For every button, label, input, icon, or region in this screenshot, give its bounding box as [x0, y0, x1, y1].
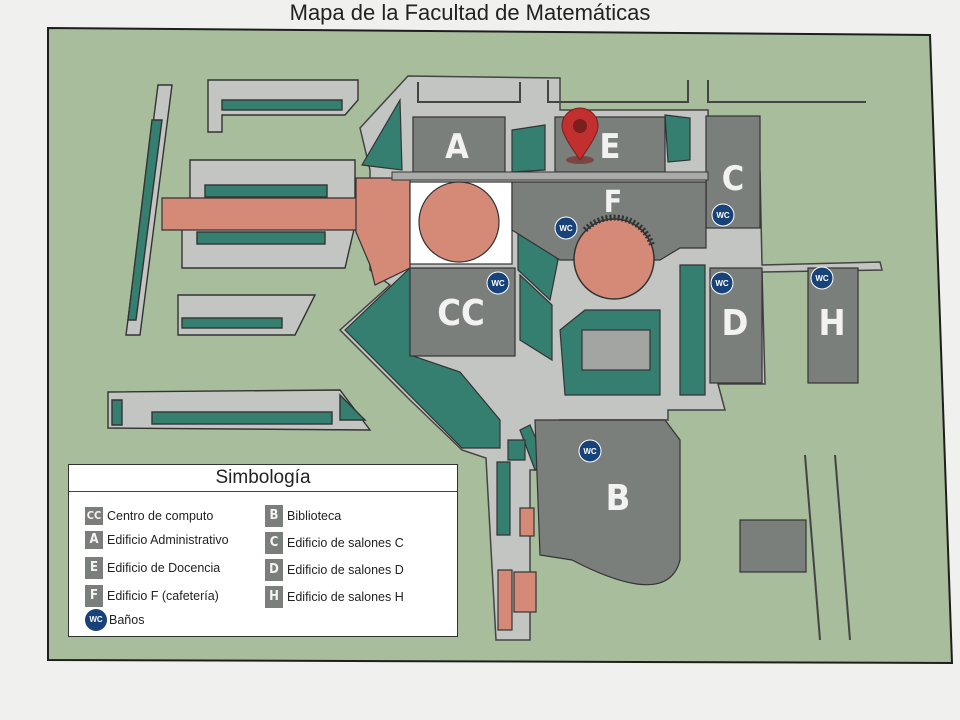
building-e-label: E	[600, 127, 621, 167]
legend-item-b: B Biblioteca	[265, 505, 341, 527]
legend-item-d: D Edificio de salones D	[265, 559, 404, 581]
road-af	[391, 171, 709, 181]
legend-label: Edificio de salones C	[287, 536, 404, 550]
road-top-right	[707, 80, 866, 103]
wc-marker[interactable]: WC	[711, 203, 735, 227]
parking-lots	[107, 79, 372, 431]
svg-text:WC: WC	[491, 279, 505, 288]
building-a	[412, 116, 506, 173]
wc-marker[interactable]: WC	[486, 271, 510, 295]
svg-text:WC: WC	[559, 224, 573, 233]
building-b	[534, 419, 681, 586]
legend-item-e: E Edificio de Docencia	[85, 557, 220, 579]
legend-symbol: E	[85, 557, 103, 579]
legend-item-wc: WC Baños	[85, 609, 144, 631]
legend-label: Edificio Administrativo	[107, 533, 229, 547]
building-h-label: H	[818, 303, 845, 344]
legend-label: Centro de computo	[107, 509, 214, 523]
legend-title: Simbología	[69, 465, 457, 492]
map-title: Mapa de la Facultad de Matemáticas	[289, 0, 651, 25]
wc-markers: WC WC WC WC WC WC	[486, 203, 834, 463]
wc-marker[interactable]: WC	[578, 439, 602, 463]
road-top-left	[417, 82, 521, 103]
legend-label: Baños	[109, 613, 145, 627]
wc-marker[interactable]: WC	[710, 271, 734, 295]
f-rotunda-steps	[582, 214, 655, 247]
building-f-label: F	[604, 185, 622, 220]
legend-symbol: B	[265, 505, 283, 527]
svg-text:WC: WC	[815, 274, 829, 283]
legend-symbol: F	[85, 585, 103, 607]
legend-item-f: F Edificio F (cafetería)	[85, 585, 219, 607]
building-d-label: D	[722, 303, 749, 344]
legend-symbol: D	[265, 559, 283, 581]
legend-label: Edificio F (cafetería)	[107, 589, 219, 603]
legend-symbol: A	[85, 531, 103, 549]
wc-marker[interactable]: WC	[554, 216, 578, 240]
legend-symbol: H	[265, 586, 283, 608]
road-right-edge-2	[834, 454, 851, 641]
building-c-label: C	[722, 159, 744, 199]
buildings	[409, 115, 859, 586]
legend-item-c: C Edificio de salones C	[265, 532, 404, 554]
map-pin-icon[interactable]	[561, 107, 599, 164]
legend-label: Biblioteca	[287, 509, 342, 523]
building-cc-label: CC	[437, 293, 485, 334]
legend-item-h: H Edificio de salones H	[265, 586, 404, 608]
legend-symbol: CC	[85, 507, 103, 525]
svg-text:WC: WC	[583, 447, 597, 456]
road-top-mid	[547, 80, 689, 103]
legend-item-cc: CC Centro de computo	[85, 507, 213, 525]
legend-label: Edificio de salones D	[287, 563, 404, 577]
legend-symbol: C	[265, 532, 283, 554]
legend: Simbología CC Centro de computo A Edific…	[68, 464, 458, 637]
building-a-label: A	[445, 127, 469, 167]
plaza-areas	[161, 177, 537, 631]
svg-text:WC: WC	[716, 211, 730, 220]
legend-label: Edificio de Docencia	[107, 561, 221, 575]
road-right-edge	[804, 454, 821, 641]
wc-icon: WC	[85, 609, 107, 631]
legend-item-a: A Edificio Administrativo	[85, 531, 229, 549]
building-extra	[739, 519, 807, 573]
central-fountain	[418, 181, 500, 263]
wc-marker[interactable]: WC	[810, 266, 834, 290]
legend-label: Edificio de salones H	[287, 590, 404, 604]
building-annex	[581, 329, 651, 371]
svg-text:WC: WC	[715, 279, 729, 288]
building-b-label: B	[606, 478, 631, 519]
